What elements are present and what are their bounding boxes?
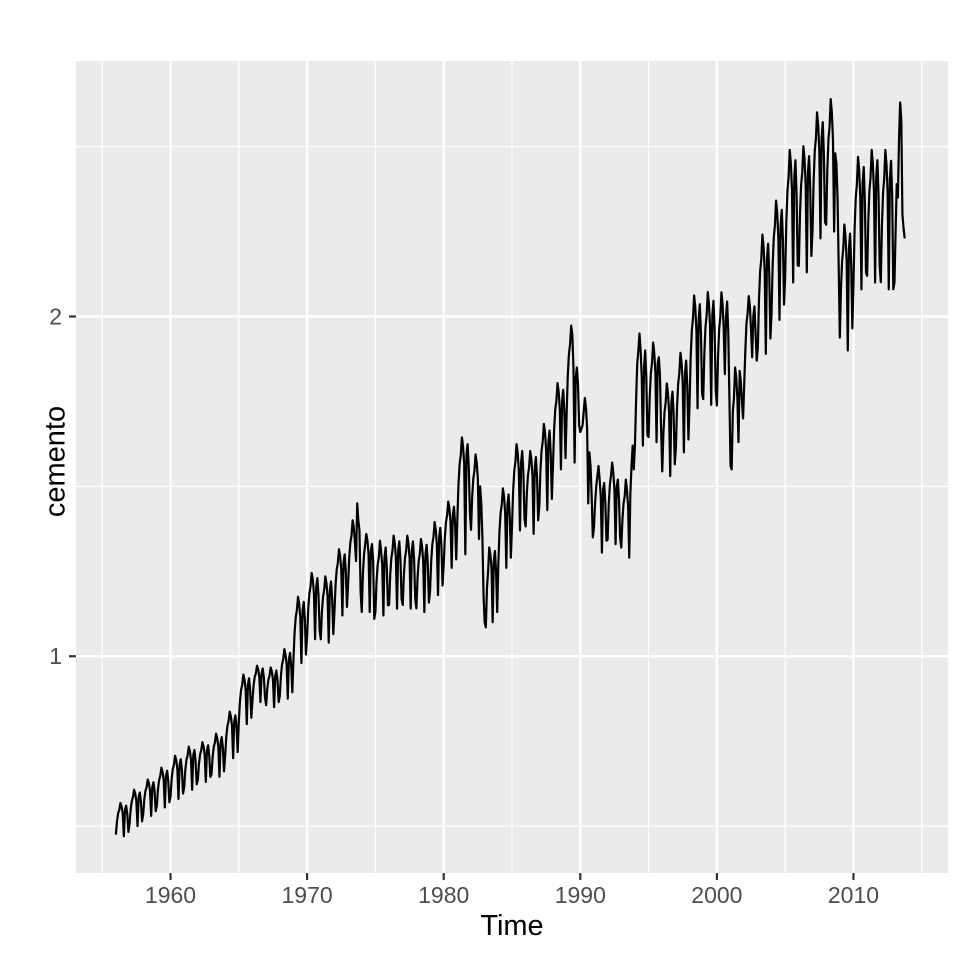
y-axis-tick-labels: 12 [49,303,62,669]
y-axis-title: cemento [39,405,72,518]
x-tick-label: 1990 [555,882,606,908]
y-tick-label: 2 [49,303,62,329]
x-axis-tick-labels: 1960 1970 1980 1990 2000 2010 [145,882,879,908]
major-gridlines [76,61,948,873]
x-tick-label: 2000 [691,882,742,908]
x-tick-label: 2010 [828,882,879,908]
x-tick-label: 1970 [282,882,333,908]
x-tick-label: 1980 [418,882,469,908]
x-tick-label: 1960 [145,882,196,908]
x-axis-title: Time [480,910,544,942]
axis-tick-marks [69,315,855,880]
y-tick-label: 1 [49,643,62,669]
cemento-series-line [114,97,906,838]
